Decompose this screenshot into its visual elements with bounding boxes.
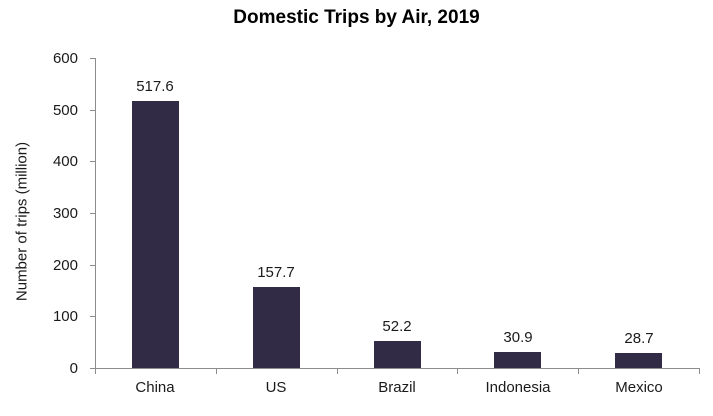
y-tick-label: 600	[52, 50, 78, 67]
y-tick-label: 200	[52, 256, 78, 274]
y-tick-label: 300	[52, 205, 78, 222]
bar-brazil	[374, 341, 421, 368]
bar-china	[132, 101, 179, 368]
y-tick-mark	[90, 264, 95, 266]
y-axis-title-text: Number of trips (million)	[13, 141, 31, 302]
y-tick-label: 500	[52, 101, 78, 119]
plot-area	[95, 58, 700, 369]
x-tick-label-china: China	[135, 379, 175, 396]
bar-value-label: 517.6	[136, 78, 174, 95]
y-tick-label: 0	[69, 360, 78, 377]
x-tick-mark	[337, 369, 338, 374]
bar-indonesia	[494, 352, 541, 368]
y-tick-mark	[90, 213, 95, 214]
x-tick-mark	[457, 369, 458, 374]
x-tick-label-indonesia: Indonesia	[485, 379, 551, 396]
bar-value-label: 52.2	[382, 318, 412, 335]
y-tick-label: 100	[52, 308, 78, 326]
bar-value-label: 28.7	[624, 330, 654, 347]
x-tick-label-us: US	[265, 379, 287, 396]
y-tick-mark	[90, 58, 95, 59]
bar-value-label: 157.7	[257, 264, 295, 281]
bar-us	[253, 287, 300, 368]
y-tick-mark	[90, 161, 95, 163]
x-tick-label-brazil: Brazil	[378, 379, 416, 396]
chart-title: Domestic Trips by Air, 2019	[233, 7, 480, 28]
bar-value-label: 30.9	[503, 329, 533, 346]
y-tick-mark	[90, 368, 95, 369]
x-tick-mark	[699, 369, 700, 374]
x-tick-mark	[95, 369, 96, 374]
y-tick-mark	[90, 316, 95, 318]
x-tick-label-mexico: Mexico	[615, 379, 663, 396]
bar-mexico	[615, 353, 662, 368]
x-tick-mark	[578, 369, 579, 374]
y-tick-mark	[90, 109, 95, 111]
x-tick-mark	[216, 369, 217, 374]
y-tick-label: 400	[52, 153, 78, 171]
